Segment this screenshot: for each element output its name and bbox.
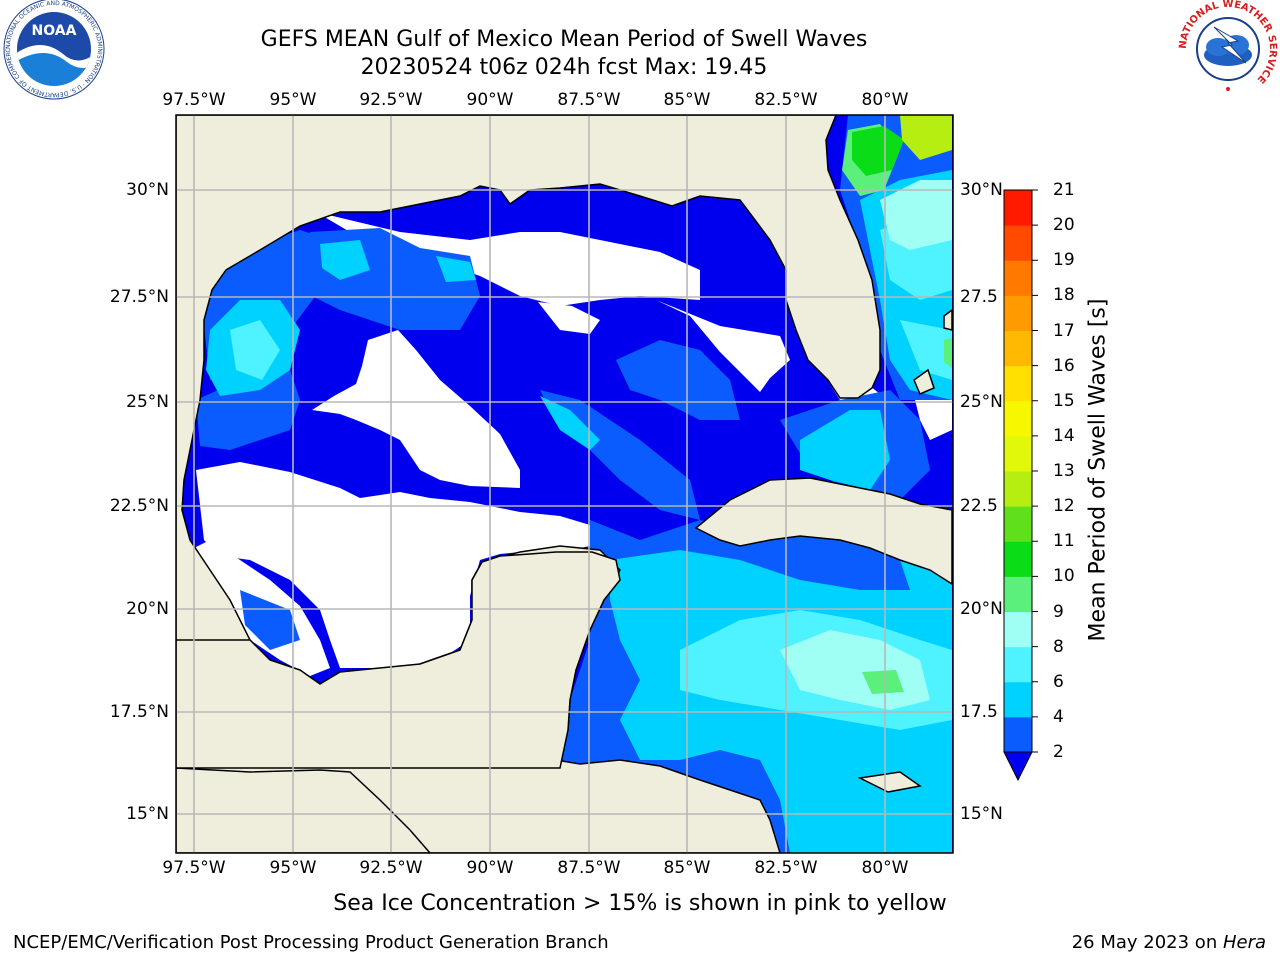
colorbar-bin — [1004, 681, 1032, 718]
colorbar-bin — [1004, 646, 1032, 683]
lat-tick-left: 25°N — [126, 392, 169, 412]
sea-ice-note: Sea Ice Concentration > 15% is shown in … — [333, 891, 947, 916]
colorbar-tick-label: 13 — [1053, 461, 1075, 481]
lon-tick-top: 87.5°W — [557, 90, 621, 110]
contour-12-13s — [900, 115, 952, 160]
colorbar-title: Mean Period of Swell Waves [s] — [1085, 298, 1111, 642]
colorbar-bin — [1004, 541, 1032, 577]
colorbar-tick-label: 15 — [1053, 390, 1075, 411]
lat-tick-left: 20°N — [126, 599, 169, 619]
colorbar — [1003, 189, 1038, 782]
lat-tick-left: 17.5°N — [109, 702, 169, 722]
lon-tick-top: 82.5°W — [754, 90, 818, 110]
lon-tick-bottom: 97.5°W — [162, 858, 226, 878]
colorbar-bin — [1004, 190, 1032, 226]
footer-credit: NCEP/EMC/Verification Post Processing Pr… — [13, 932, 609, 953]
lon-tick-top: 80°W — [861, 90, 909, 110]
lat-tick-right: 25°N — [960, 392, 1003, 412]
lon-tick-bottom: 95°W — [269, 858, 317, 878]
noaa-logo: NATIONAL OCEANIC AND ATMOSPHERIC ADMINIS… — [1, 0, 105, 100]
lon-tick-top: 97.5°W — [162, 90, 226, 110]
map-frame — [175, 114, 954, 854]
lat-tick-left: 27.5°N — [109, 287, 169, 307]
colorbar-tick-label: 8 — [1053, 636, 1064, 657]
lon-tick-bottom: 90°W — [466, 858, 514, 878]
nws-logo: NATIONAL WEATHER SERVICE — [1178, 0, 1278, 99]
footer-date: 26 May 2023 on Hera — [1072, 932, 1266, 953]
colorbar-tick-label: 9 — [1053, 601, 1064, 622]
colorbar-tick-label: 6 — [1053, 671, 1064, 692]
map-title: GEFS MEAN Gulf of Mexico Mean Period of … — [260, 27, 868, 52]
lon-tick-bottom: 80°W — [861, 858, 909, 878]
svg-text:NOAA: NOAA — [32, 23, 77, 39]
colorbar-bin — [1004, 611, 1032, 648]
lon-tick-top: 95°W — [269, 90, 317, 110]
colorbar-bin — [1004, 576, 1032, 612]
colorbar-tick-label: 10 — [1053, 566, 1075, 587]
lat-tick-left: 22.5°N — [109, 496, 169, 516]
colorbar-bin — [1004, 435, 1032, 472]
colorbar-tick-label: 21 — [1053, 180, 1075, 200]
lat-tick-right: 30°N — [960, 180, 1003, 200]
colorbar-tick-label: 4 — [1053, 706, 1064, 727]
mexico-central-america-land — [176, 551, 621, 769]
colorbar-bin — [1004, 506, 1032, 542]
colorbar-bin — [1004, 295, 1032, 331]
lat-tick-right: 17.5 — [960, 702, 998, 722]
lon-tick-bottom: 85°W — [663, 858, 711, 878]
colorbar-bin — [1004, 260, 1032, 296]
lat-tick-left: 30°N — [126, 180, 169, 200]
lon-tick-bottom: 92.5°W — [359, 858, 423, 878]
lat-tick-left: 15°N — [126, 804, 169, 824]
colorbar-tick-label: 11 — [1053, 531, 1075, 552]
contour-10-11s — [852, 126, 904, 176]
colorbar-tick-label: 14 — [1053, 425, 1075, 446]
lat-tick-right: 15°N — [960, 804, 1003, 824]
lat-tick-right: 20°N — [960, 599, 1003, 619]
colorbar-tick-label: 12 — [1053, 496, 1075, 517]
colorbar-tick-label: 18 — [1053, 285, 1075, 306]
colorbar-tick-label: 2 — [1053, 742, 1064, 762]
gridlines — [176, 115, 953, 853]
colorbar-bin — [1004, 330, 1032, 367]
lon-tick-top: 90°W — [466, 90, 514, 110]
colorbar-tick-label: 19 — [1053, 250, 1075, 271]
lat-tick-right: 27.5 — [960, 287, 998, 307]
colorbar-bin — [1004, 471, 1032, 507]
lat-tick-right: 22.5 — [960, 496, 998, 516]
colorbar-bin — [1004, 225, 1032, 261]
lon-tick-top: 92.5°W — [359, 90, 423, 110]
colorbar-tick-label: 17 — [1053, 320, 1075, 341]
lon-tick-top: 85°W — [663, 90, 711, 110]
footer-machine: Hera — [1222, 932, 1266, 953]
colorbar-bin — [1004, 400, 1032, 437]
map-subtitle: 20230524 t06z 024h fcst Max: 19.45 — [360, 55, 768, 80]
map-field — [176, 115, 953, 853]
colorbar-under-arrow — [1003, 751, 1033, 782]
colorbar-bin — [1004, 365, 1032, 402]
colorbar-tick-label: 20 — [1053, 215, 1075, 236]
footer-date-text: 26 May 2023 on — [1071, 932, 1223, 953]
lon-tick-bottom: 82.5°W — [754, 858, 818, 878]
colorbar-bin — [1004, 716, 1032, 753]
colorbar-tick-label: 16 — [1053, 355, 1075, 376]
lon-tick-bottom: 87.5°W — [557, 858, 621, 878]
